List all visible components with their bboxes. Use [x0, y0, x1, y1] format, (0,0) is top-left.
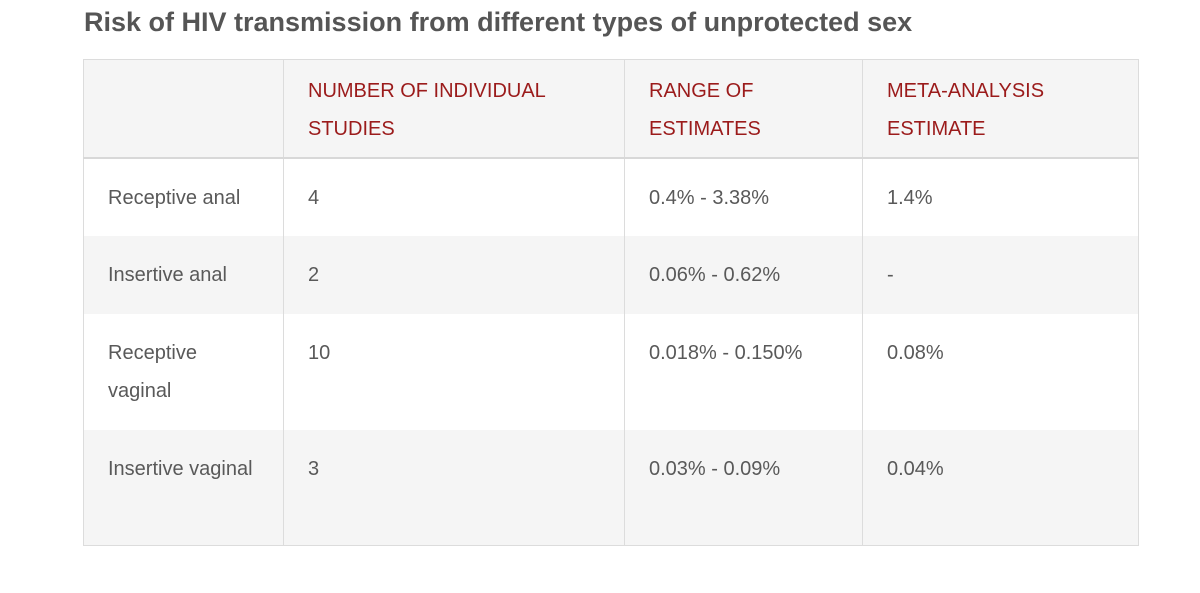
table-row: Receptive anal 4 0.4% - 3.38% 1.4%: [83, 157, 1139, 236]
row-label: Insertive anal: [83, 235, 284, 314]
estimate-cell: -: [862, 235, 1139, 314]
range-cell: 0.03% - 0.09%: [624, 429, 863, 546]
table-row: Insertive vaginal 3 0.03% - 0.09% 0.04%: [83, 429, 1139, 546]
header-type: [83, 59, 284, 159]
header-studies: NUMBER OF INDIVIDUAL STUDIES: [283, 59, 625, 159]
table-row: Insertive anal 2 0.06% - 0.62% -: [83, 235, 1139, 314]
studies-cell: 3: [283, 429, 625, 546]
row-label: Receptive anal: [83, 157, 284, 236]
range-cell: 0.018% - 0.150%: [624, 313, 863, 430]
row-label: Receptive vaginal: [83, 313, 284, 430]
risk-table: NUMBER OF INDIVIDUAL STUDIES RANGE OF ES…: [83, 59, 1139, 546]
estimate-cell: 1.4%: [862, 157, 1139, 236]
row-label: Insertive vaginal: [83, 429, 284, 546]
studies-cell: 10: [283, 313, 625, 430]
studies-cell: 2: [283, 235, 625, 314]
table-header-row: NUMBER OF INDIVIDUAL STUDIES RANGE OF ES…: [83, 59, 1139, 159]
page-title: Risk of HIV transmission from different …: [84, 7, 913, 37]
studies-cell: 4: [283, 157, 625, 236]
estimate-cell: 0.08%: [862, 313, 1139, 430]
header-estimate: META-ANALYSIS ESTIMATE: [862, 59, 1139, 159]
table-row: Receptive vaginal 10 0.018% - 0.150% 0.0…: [83, 313, 1139, 430]
estimate-cell: 0.04%: [862, 429, 1139, 546]
header-range: RANGE OF ESTIMATES: [624, 59, 863, 159]
range-cell: 0.4% - 3.38%: [624, 157, 863, 236]
range-cell: 0.06% - 0.62%: [624, 235, 863, 314]
